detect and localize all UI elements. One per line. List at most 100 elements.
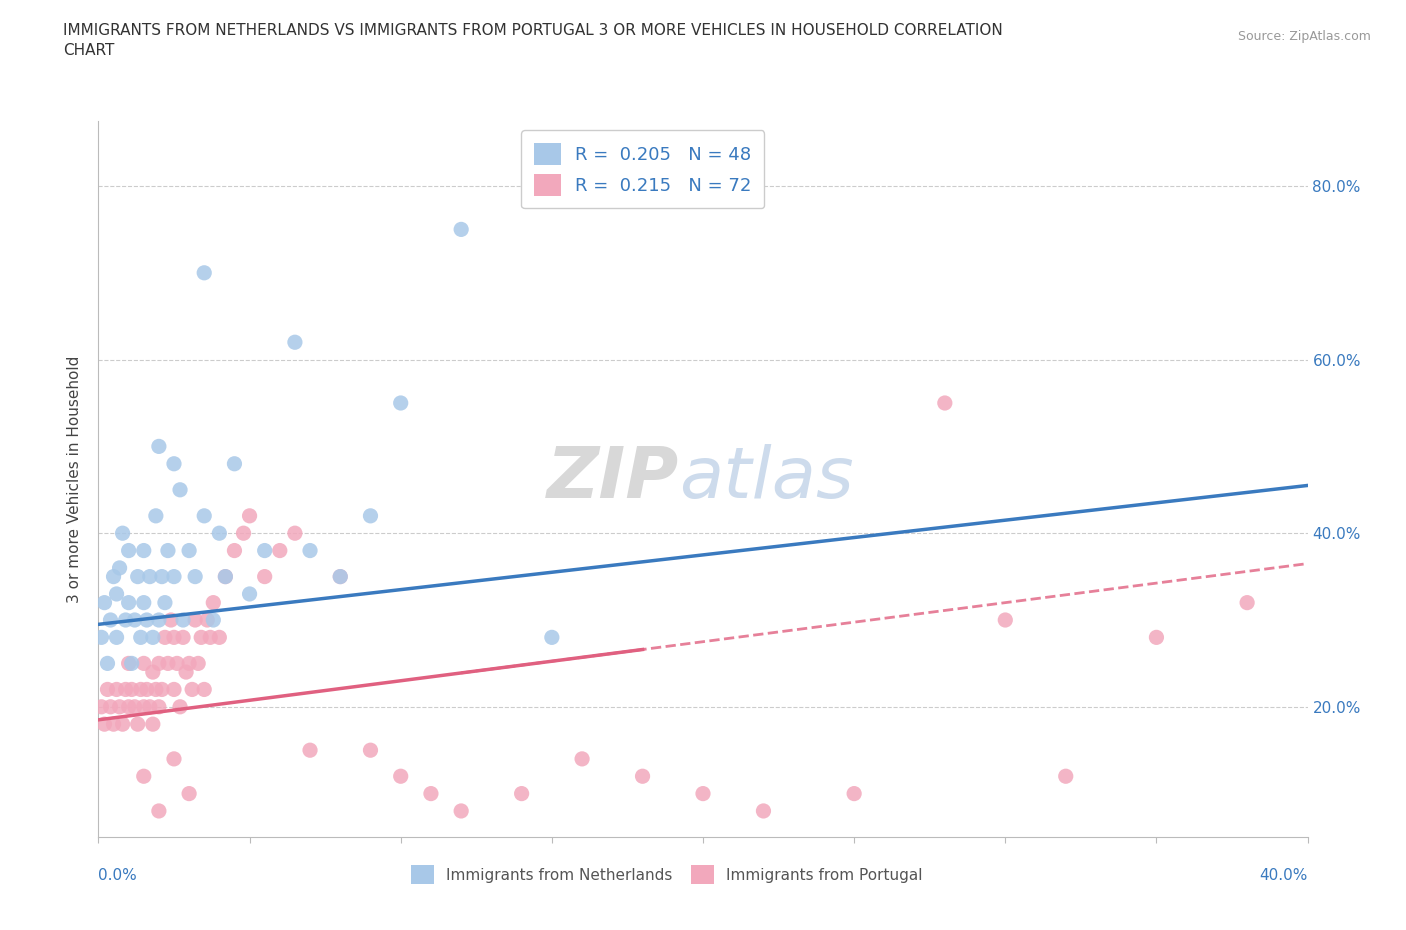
Point (90, 630, 112, 644)
Point (156, 656, 179, 671)
Point (121, 656, 143, 671)
Point (224, 543, 246, 558)
Point (284, 525, 307, 540)
Point (253, 543, 276, 558)
Point (93, 717, 115, 732)
Point (153, 630, 176, 644)
Point (193, 509, 215, 524)
Point (148, 699, 170, 714)
Point (179, 543, 201, 558)
Point (187, 656, 209, 671)
Point (135, 613, 157, 628)
Point (450, 222, 472, 237)
Point (172, 630, 194, 644)
Point (214, 569, 236, 584)
Point (111, 525, 134, 540)
Point (114, 682, 136, 697)
Point (179, 786, 201, 801)
Point (179, 656, 201, 671)
Point (1144, 630, 1167, 644)
Point (934, 395, 956, 410)
Point (118, 699, 141, 714)
Point (148, 656, 170, 671)
Point (93, 595, 115, 610)
Point (571, 751, 593, 766)
Text: 0.0%: 0.0% (98, 868, 138, 883)
Point (253, 569, 276, 584)
Point (121, 682, 143, 697)
Point (129, 682, 152, 697)
Point (105, 630, 128, 644)
Point (127, 717, 149, 732)
Point (200, 630, 222, 644)
Point (105, 587, 128, 602)
Point (510, 786, 533, 801)
Point (148, 613, 170, 628)
Point (118, 543, 141, 558)
Point (111, 717, 134, 732)
Point (195, 613, 218, 628)
Point (163, 569, 186, 584)
Point (124, 613, 146, 628)
Point (329, 569, 352, 584)
Point (153, 595, 176, 610)
Point (142, 665, 165, 680)
Point (124, 699, 146, 714)
Point (193, 265, 215, 280)
Point (148, 804, 170, 818)
Point (752, 804, 775, 818)
Point (360, 509, 382, 524)
Point (208, 525, 231, 540)
Point (239, 587, 262, 602)
Point (1054, 769, 1077, 784)
Point (208, 630, 231, 644)
Point (190, 630, 212, 644)
Point (174, 665, 197, 680)
Point (214, 569, 236, 584)
Point (142, 630, 165, 644)
Point (100, 613, 122, 628)
Point (145, 509, 167, 524)
Point (163, 630, 186, 644)
Point (299, 543, 322, 558)
Text: ZIP: ZIP (547, 445, 679, 513)
Point (132, 595, 155, 610)
Point (224, 457, 246, 472)
Point (105, 682, 128, 697)
Point (172, 613, 194, 628)
Point (156, 543, 179, 558)
Point (202, 613, 225, 628)
Point (118, 656, 141, 671)
Point (420, 786, 443, 801)
Point (540, 630, 562, 644)
Point (239, 509, 262, 524)
Point (114, 613, 136, 628)
Point (269, 543, 291, 558)
Point (132, 543, 155, 558)
Point (169, 483, 191, 498)
Text: IMMIGRANTS FROM NETHERLANDS VS IMMIGRANTS FROM PORTUGAL 3 OR MORE VEHICLES IN HO: IMMIGRANTS FROM NETHERLANDS VS IMMIGRANT… (63, 23, 1002, 58)
Point (184, 569, 207, 584)
Point (135, 682, 157, 697)
Point (108, 561, 131, 576)
Point (329, 569, 352, 584)
Point (193, 682, 215, 697)
Point (132, 699, 155, 714)
Point (450, 804, 472, 818)
Point (163, 682, 186, 697)
Point (160, 613, 183, 628)
Text: atlas: atlas (679, 445, 853, 513)
Point (389, 769, 412, 784)
Point (127, 569, 149, 584)
Point (1236, 595, 1258, 610)
Point (163, 751, 186, 766)
Point (118, 595, 141, 610)
Point (284, 335, 307, 350)
Y-axis label: 3 or more Vehicles in Household: 3 or more Vehicles in Household (67, 355, 83, 603)
Point (129, 630, 152, 644)
Point (631, 769, 654, 784)
Point (994, 613, 1017, 628)
Point (96, 656, 118, 671)
Point (163, 457, 186, 472)
Point (202, 595, 225, 610)
